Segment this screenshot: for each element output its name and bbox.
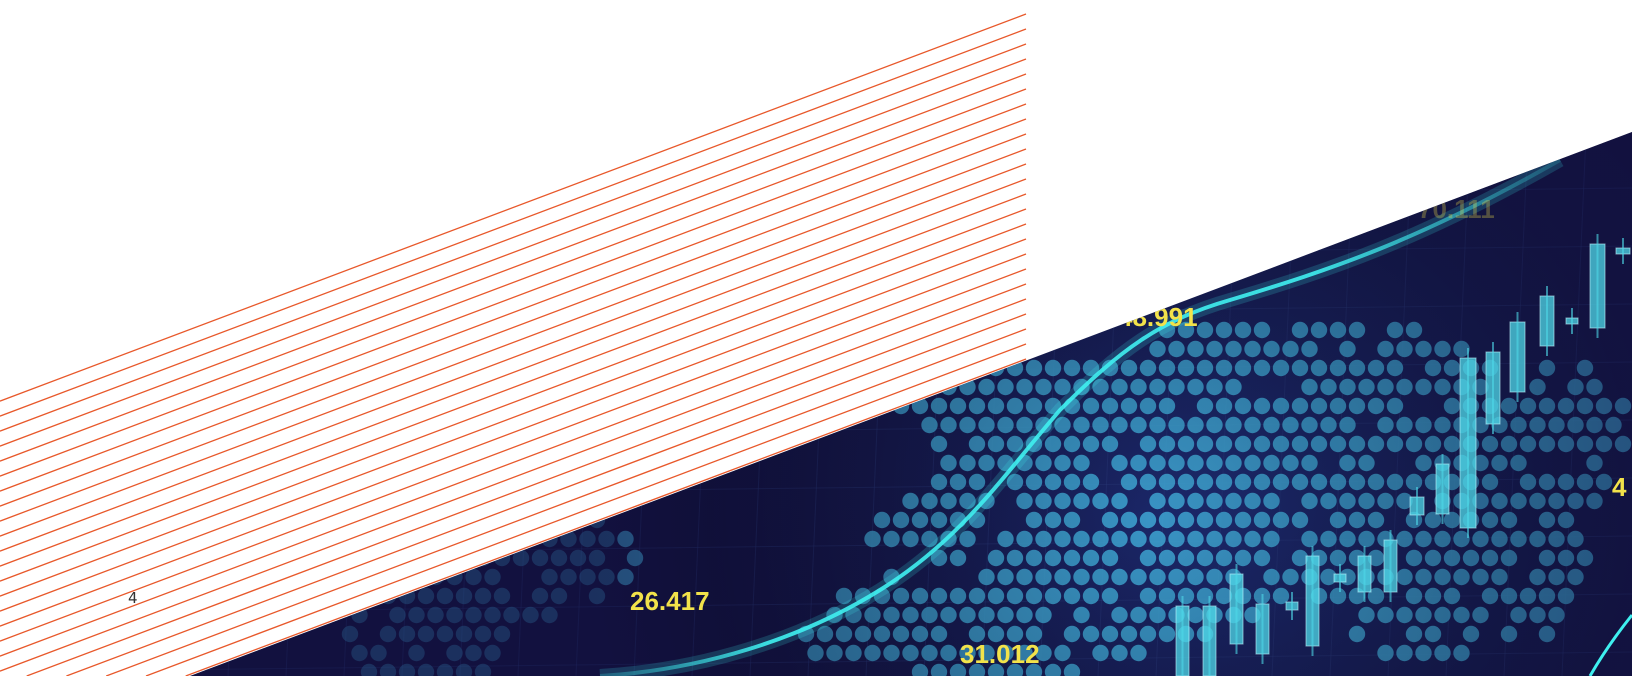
- grid-line: [343, 132, 375, 676]
- value-label-48-991: 48.991: [1118, 302, 1198, 332]
- map-dot: [398, 549, 416, 567]
- orange-stripe: [0, 193, 1027, 582]
- orange-stripe: [0, 13, 1027, 402]
- orange-stripe: [0, 223, 1027, 612]
- map-dot: [911, 359, 929, 377]
- orange-stripe: [0, 238, 1027, 627]
- orange-stripe: [0, 208, 1027, 597]
- orange-stripe: [105, 328, 1027, 676]
- map-dot: [408, 530, 425, 548]
- value-label-26-417: 26.417: [630, 586, 710, 616]
- orange-stripe: [0, 103, 1027, 492]
- orange-stripe: [145, 343, 1027, 676]
- value-label-70-111: 70.111: [1418, 194, 1495, 224]
- orange-stripe: [66, 313, 1027, 676]
- trend-line-secondary: [1588, 614, 1632, 676]
- orange-stripe: [0, 163, 1027, 552]
- orange-stripe: [185, 358, 1027, 676]
- orange-stripe: [0, 28, 1027, 417]
- grid-line: [285, 132, 317, 676]
- orange-stripe: [0, 253, 1027, 642]
- orange-stripe: [0, 178, 1027, 567]
- value-label-partial: 4: [1612, 472, 1627, 502]
- orange-stripe: [0, 133, 1027, 522]
- orange-stripe: [0, 148, 1027, 537]
- grid-line: [190, 132, 1632, 151]
- value-label-31-012: 31.012: [960, 639, 1040, 669]
- orange-diagonal-stripes: [0, 13, 1027, 676]
- page-number: 4: [128, 589, 138, 607]
- grid-line: [227, 132, 259, 676]
- map-dot: [474, 511, 492, 529]
- orange-stripe: [0, 283, 1027, 672]
- orange-stripe: [0, 43, 1027, 432]
- orange-stripe: [0, 88, 1027, 477]
- orange-stripe: [26, 298, 1027, 676]
- orange-stripe: [0, 118, 1027, 507]
- candlestick-bars: [1175, 234, 1631, 676]
- orange-stripe: [0, 73, 1027, 462]
- orange-stripe: [0, 268, 1027, 657]
- trend-line: [599, 158, 1561, 676]
- orange-stripe: [0, 58, 1027, 447]
